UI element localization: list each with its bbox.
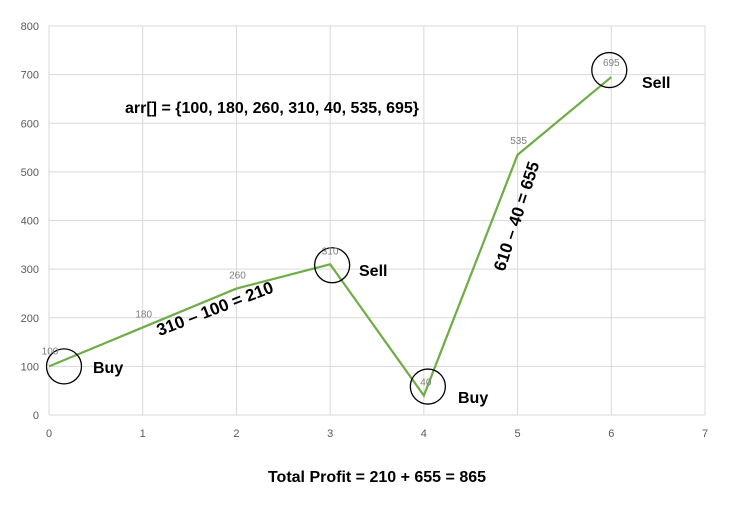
data-label: 180: [135, 309, 152, 320]
sell-label-1: Sell: [359, 263, 387, 280]
array-text: arr[] = {100, 180, 260, 310, 40, 535, 69…: [125, 100, 419, 117]
y-tick-label: 600: [21, 118, 39, 130]
x-tick-label: 7: [702, 428, 708, 440]
y-tick-label: 200: [21, 313, 39, 325]
profit-formula-1: 310 – 100 = 210: [154, 278, 276, 340]
data-label: 260: [229, 271, 246, 282]
x-tick-label: 5: [515, 428, 521, 440]
horizontal-gridlines: [49, 25, 705, 416]
y-axis-tick-labels: 0 100 200 300 400 500 600 700 800: [21, 21, 39, 422]
data-labels: 100 180 260 310 40 535 695: [42, 58, 620, 388]
x-tick-label: 3: [327, 428, 333, 440]
data-label: 695: [603, 58, 620, 69]
y-tick-label: 0: [33, 410, 39, 422]
buy-label-1: Buy: [93, 360, 123, 377]
sell-label-2: Sell: [642, 75, 670, 92]
profit-formula-2: 610 – 40 = 655: [490, 159, 543, 273]
vertical-gridlines: [48, 26, 706, 415]
y-tick-label: 100: [21, 361, 39, 373]
data-label: 40: [420, 378, 432, 389]
transaction-circles: [45, 51, 628, 405]
x-tick-label: 1: [140, 428, 146, 440]
buy-label-2: Buy: [458, 390, 488, 407]
x-tick-label: 6: [608, 428, 614, 440]
data-label: 100: [42, 346, 59, 357]
transaction-circle: [409, 368, 447, 405]
data-label: 310: [322, 246, 339, 257]
total-profit-text: Total Profit = 210 + 655 = 865: [268, 469, 486, 486]
x-tick-label: 2: [233, 428, 239, 440]
y-tick-label: 500: [21, 167, 39, 179]
transaction-circle: [591, 51, 628, 89]
transaction-circle: [313, 247, 351, 284]
x-tick-label: 0: [46, 428, 52, 440]
x-tick-label: 4: [421, 428, 427, 440]
y-tick-label: 800: [21, 21, 39, 33]
data-label: 535: [510, 136, 527, 147]
transaction-circle: [45, 348, 83, 385]
x-axis-tick-labels: 0 1 2 3 4 5 6 7: [46, 428, 708, 440]
price-series: [48, 76, 613, 398]
y-tick-label: 400: [21, 216, 39, 228]
series-line: [48, 76, 613, 398]
y-tick-label: 300: [21, 264, 39, 276]
y-tick-label: 700: [21, 70, 39, 82]
